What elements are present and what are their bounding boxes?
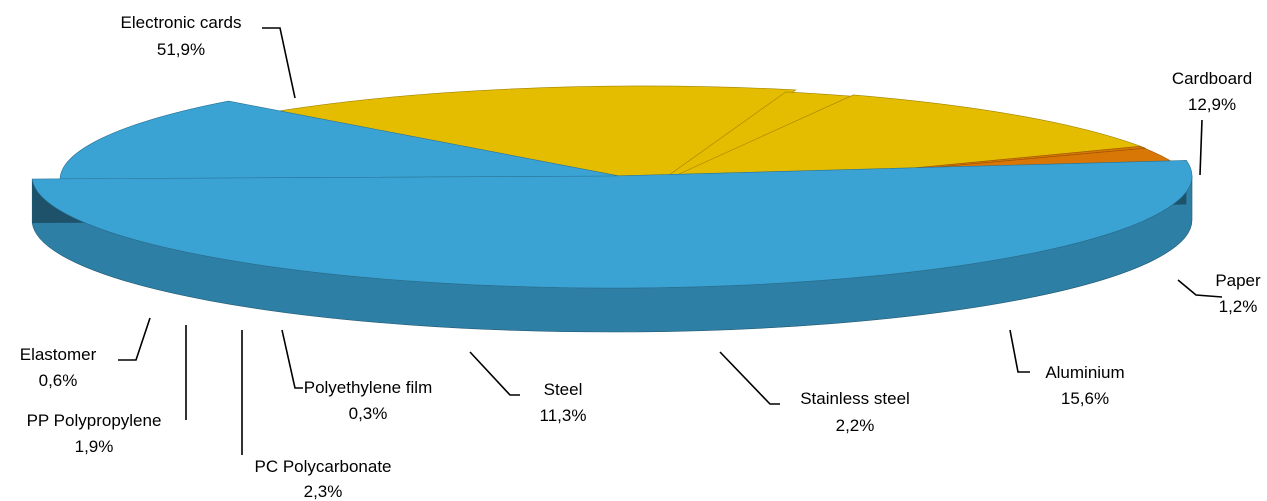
label-electronic-cards-name: Electronic cards [121,13,242,32]
leader-cardboard [1199,119,1203,176]
label-polyethylene-film-name: Polyethylene film [304,378,433,397]
leader-stainless-steel [719,351,780,405]
leader-steel [469,351,520,396]
label-pc-polycarbonate-name: PC Polycarbonate [254,457,391,476]
label-aluminium-pct: 15,6% [1061,389,1109,408]
label-cardboard-name: Cardboard [1172,69,1252,88]
label-elastomer-pct: 0,6% [39,371,78,390]
label-electronic-cards-pct: 51,9% [157,40,205,59]
leader-electronic-cards [262,27,296,99]
leader-aluminium [1009,329,1030,373]
label-paper-pct: 1,2% [1219,297,1258,316]
label-pp-polypropylene-name: PP Polypropylene [27,411,162,430]
label-pp-polypropylene-pct: 1,9% [75,437,114,456]
slice-top-cardboard [59,100,641,184]
label-pc-polycarbonate-pct: 2,3% [304,482,343,501]
label-steel-name: Steel [544,380,583,399]
slice-top-electronic-cards [31,160,1193,289]
label-polyethylene-film-pct: 0,3% [349,404,388,423]
leader-elastomer [118,317,151,361]
leader-paper [1177,279,1223,298]
leader-polyethylene-film [281,329,303,389]
leader-lines [118,27,1223,455]
slice-top-aluminium [264,85,797,199]
label-stainless-steel-name: Stainless steel [800,389,910,408]
label-elastomer-name: Elastomer [20,345,97,364]
label-steel-pct: 11,3% [540,406,587,425]
slice-aluminium [264,85,797,199]
label-aluminium-name: Aluminium [1045,363,1124,382]
pie-slices [31,85,1193,333]
label-stainless-steel-pct: 2,2% [836,416,875,435]
slice-electronic-cards [31,160,1193,333]
label-paper-name: Paper [1215,271,1261,290]
label-cardboard-pct: 12,9% [1188,95,1236,114]
